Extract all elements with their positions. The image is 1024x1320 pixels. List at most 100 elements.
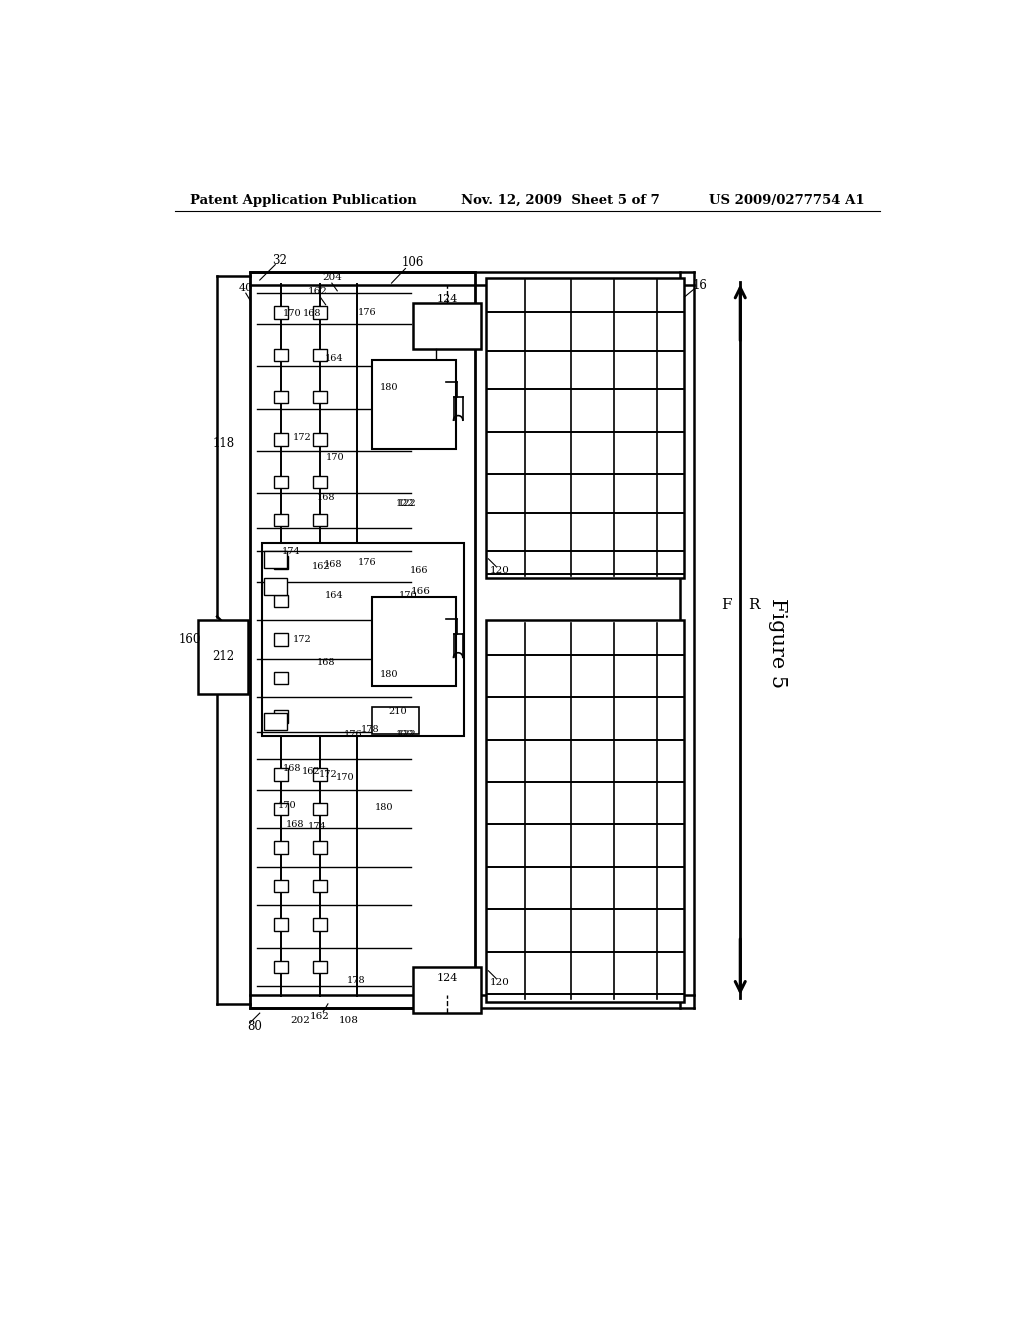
Circle shape <box>634 711 637 714</box>
Circle shape <box>547 527 550 529</box>
Bar <box>274 710 289 723</box>
Text: 210: 210 <box>388 706 407 715</box>
Circle shape <box>667 561 670 564</box>
Circle shape <box>388 417 391 421</box>
Circle shape <box>634 527 637 529</box>
Bar <box>274 672 289 684</box>
Text: 204: 204 <box>322 273 342 282</box>
Circle shape <box>667 969 670 973</box>
Bar <box>414 304 481 350</box>
Circle shape <box>547 364 550 368</box>
Circle shape <box>634 969 637 973</box>
Circle shape <box>634 488 637 491</box>
Circle shape <box>592 925 595 928</box>
Circle shape <box>381 644 385 647</box>
Text: Patent Application Publication: Patent Application Publication <box>190 194 417 207</box>
Circle shape <box>504 488 507 491</box>
Bar <box>274 803 289 816</box>
Text: 118: 118 <box>213 437 236 450</box>
Circle shape <box>504 796 507 799</box>
Circle shape <box>407 644 410 647</box>
Circle shape <box>504 364 507 368</box>
Circle shape <box>547 665 550 668</box>
Bar <box>274 880 289 892</box>
Circle shape <box>667 665 670 668</box>
Bar <box>274 841 289 854</box>
Bar <box>313 841 328 854</box>
Circle shape <box>388 634 391 636</box>
Bar <box>274 433 289 446</box>
Circle shape <box>592 796 595 799</box>
Text: 176: 176 <box>357 558 376 568</box>
Bar <box>274 306 289 318</box>
Text: 168: 168 <box>316 492 335 502</box>
Circle shape <box>634 838 637 841</box>
Circle shape <box>547 446 550 449</box>
Circle shape <box>592 364 595 368</box>
Bar <box>274 557 289 569</box>
Circle shape <box>547 488 550 491</box>
Bar <box>486 277 684 578</box>
Text: 168: 168 <box>325 561 343 569</box>
Bar <box>198 620 248 693</box>
Text: 166: 166 <box>411 587 431 597</box>
Circle shape <box>667 364 670 368</box>
Circle shape <box>634 404 637 407</box>
Text: 172: 172 <box>318 770 337 779</box>
Bar <box>274 595 289 607</box>
Circle shape <box>547 880 550 884</box>
Bar <box>313 475 328 488</box>
Bar <box>372 360 456 449</box>
Circle shape <box>504 322 507 326</box>
Text: 162: 162 <box>302 767 321 776</box>
Bar <box>263 552 287 568</box>
Text: 168: 168 <box>302 309 321 318</box>
Circle shape <box>634 446 637 449</box>
Circle shape <box>504 711 507 714</box>
Text: 164: 164 <box>325 591 343 601</box>
Circle shape <box>547 711 550 714</box>
Circle shape <box>634 925 637 928</box>
Bar <box>313 880 328 892</box>
Circle shape <box>400 634 403 636</box>
Bar <box>262 544 464 737</box>
Text: US 2009/0277754 A1: US 2009/0277754 A1 <box>709 194 864 207</box>
Bar <box>274 961 289 973</box>
Text: 164: 164 <box>325 354 343 363</box>
Bar <box>274 475 289 488</box>
Text: 120: 120 <box>490 978 510 987</box>
Circle shape <box>547 561 550 564</box>
Text: 170: 170 <box>326 453 344 462</box>
Text: 170: 170 <box>283 309 302 318</box>
Circle shape <box>634 754 637 756</box>
Circle shape <box>634 796 637 799</box>
Circle shape <box>667 488 670 491</box>
Bar <box>274 919 289 931</box>
Circle shape <box>592 711 595 714</box>
Circle shape <box>381 407 385 411</box>
Text: 180: 180 <box>375 803 393 812</box>
Circle shape <box>504 527 507 529</box>
Circle shape <box>407 407 410 411</box>
Bar <box>274 768 289 780</box>
Bar <box>313 513 328 527</box>
Text: 32: 32 <box>272 255 288 268</box>
Circle shape <box>667 880 670 884</box>
Circle shape <box>667 404 670 407</box>
Circle shape <box>667 446 670 449</box>
Circle shape <box>667 838 670 841</box>
Circle shape <box>504 665 507 668</box>
Circle shape <box>504 969 507 973</box>
Circle shape <box>547 754 550 756</box>
Bar <box>313 306 328 318</box>
Bar <box>313 391 328 404</box>
Bar <box>313 348 328 360</box>
Circle shape <box>592 322 595 326</box>
Text: 160: 160 <box>179 634 201 647</box>
Circle shape <box>547 322 550 326</box>
Bar <box>263 578 287 595</box>
Text: 172: 172 <box>293 635 311 644</box>
Circle shape <box>547 969 550 973</box>
Text: 168: 168 <box>286 820 304 829</box>
Bar <box>274 513 289 527</box>
